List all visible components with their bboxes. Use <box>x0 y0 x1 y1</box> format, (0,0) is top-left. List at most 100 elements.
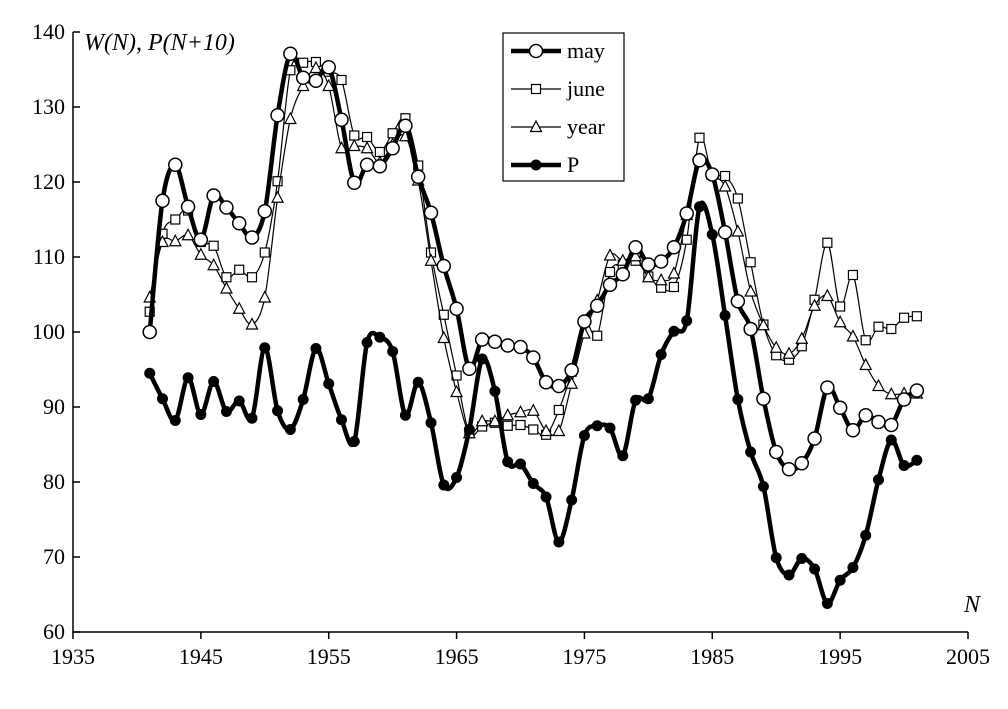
data-point-may <box>692 153 707 168</box>
data-point-year <box>309 60 323 74</box>
data-point-may <box>193 232 209 247</box>
data-point-year <box>514 404 527 418</box>
data-point-may <box>231 216 247 231</box>
data-point-year <box>846 329 860 342</box>
data-point-p <box>821 598 833 609</box>
data-point-june <box>822 237 833 248</box>
data-point-may <box>180 199 196 214</box>
data-point-may <box>257 204 273 219</box>
data-point-p <box>783 569 795 581</box>
data-point-may <box>308 73 324 88</box>
data-point-may <box>807 431 822 446</box>
data-point-p <box>310 343 322 354</box>
data-point-p <box>834 574 846 586</box>
data-point-may <box>334 112 349 127</box>
data-point-june <box>221 272 232 283</box>
data-point-p <box>220 406 232 417</box>
data-point-p <box>489 385 501 397</box>
data-point-may <box>423 205 439 220</box>
series-line-p <box>147 200 920 606</box>
x-tick-label: 1945 <box>179 644 223 669</box>
data-point-may <box>768 444 784 460</box>
data-point-may <box>653 254 669 269</box>
data-point-p <box>642 393 654 405</box>
data-point-year <box>808 298 822 311</box>
data-point-p <box>195 409 207 420</box>
data-point-year <box>782 346 796 359</box>
data-point-p <box>463 424 475 435</box>
data-point-year <box>603 248 617 261</box>
data-point-may <box>168 157 183 172</box>
data-point-p <box>169 415 181 426</box>
data-point-p <box>873 474 884 486</box>
data-point-p <box>706 229 718 240</box>
y-tick-label: 90 <box>43 394 65 419</box>
data-point-year <box>756 317 770 331</box>
data-point-p <box>297 394 309 405</box>
data-point-p <box>719 310 731 321</box>
data-point-may <box>385 141 400 156</box>
data-point-p <box>566 494 578 506</box>
data-point-may <box>871 414 886 430</box>
data-point-june <box>246 272 258 283</box>
data-point-may <box>602 277 618 292</box>
data-point-may <box>820 380 835 395</box>
data-point-june <box>592 330 603 341</box>
data-point-year <box>437 330 451 344</box>
data-point-may <box>500 338 515 353</box>
data-point-year <box>488 413 502 427</box>
data-point-may <box>909 383 925 398</box>
data-point-year <box>744 284 758 297</box>
x-tick-label: 2005 <box>946 644 990 669</box>
data-point-p <box>885 434 897 446</box>
data-point-p <box>157 393 168 405</box>
data-point-june <box>502 420 513 431</box>
data-point-may <box>526 350 541 365</box>
x-tick-label: 1965 <box>435 644 479 669</box>
data-point-may <box>270 108 285 123</box>
legend: may june year P <box>502 32 625 182</box>
legend-box <box>502 32 625 182</box>
legend-label: P <box>567 152 579 177</box>
data-point-year <box>258 290 272 303</box>
legend-item-year: year <box>511 114 606 139</box>
data-point-june <box>361 131 373 143</box>
data-point-june <box>336 74 347 86</box>
data-point-may <box>679 206 694 221</box>
data-point-may <box>513 339 528 355</box>
data-point-year <box>219 281 233 294</box>
data-point-year <box>641 269 655 283</box>
data-point-year <box>654 272 668 286</box>
data-point-p <box>284 424 296 435</box>
data-point-may <box>845 423 861 438</box>
data-point-year <box>360 140 374 154</box>
data-point-p <box>553 536 565 548</box>
data-point-year <box>271 190 285 203</box>
data-point-june <box>528 424 539 435</box>
data-point-may <box>756 391 771 406</box>
data-point-year <box>526 403 540 416</box>
data-point-june <box>694 132 705 143</box>
data-point-may <box>717 225 733 240</box>
data-point-year <box>833 314 847 328</box>
data-point-may <box>474 332 490 347</box>
data-point-may <box>321 60 336 75</box>
data-point-june <box>208 240 219 251</box>
data-point-p <box>425 417 437 429</box>
data-point-june <box>259 247 270 258</box>
data-point-p <box>233 395 245 407</box>
data-point-p <box>476 353 488 365</box>
data-point-p <box>898 460 910 471</box>
data-point-june <box>847 269 859 281</box>
data-point-p <box>809 563 821 575</box>
data-point-year <box>283 111 297 125</box>
legend-label: year <box>567 114 606 139</box>
data-point-year <box>207 257 221 271</box>
data-point-p <box>323 378 335 390</box>
legend-marker <box>530 159 542 171</box>
data-point-may <box>551 378 567 394</box>
data-point-may <box>283 46 298 61</box>
data-point-year <box>552 423 566 437</box>
data-point-p <box>655 349 667 360</box>
